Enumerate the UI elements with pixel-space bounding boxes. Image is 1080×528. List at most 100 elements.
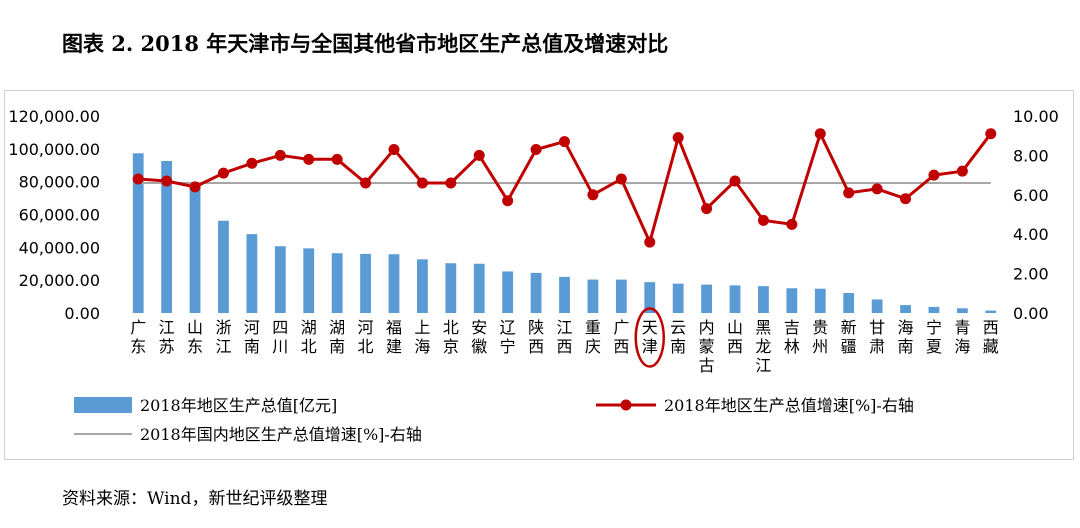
- bar: [559, 276, 570, 313]
- bar: [956, 308, 968, 313]
- line-point: [871, 183, 883, 195]
- category-labels: 广东江苏山东浙江河南四川湖北湖南河北福建上海北京安徽辽宁陕西江西重庆广西天津云南…: [130, 307, 999, 375]
- line-point: [132, 173, 144, 185]
- line-point: [331, 153, 343, 165]
- category-label: 云南: [670, 318, 686, 356]
- legend-line-marker: [620, 399, 632, 411]
- legend-ref-label: 2018年国内地区生产总值增速[%]-右轴: [140, 425, 422, 444]
- line-point: [729, 175, 741, 187]
- line-point: [502, 195, 514, 207]
- bar: [644, 282, 656, 313]
- category-label: 浙江: [215, 318, 231, 356]
- category-label: 江西: [556, 318, 572, 356]
- bar: [900, 305, 911, 313]
- bar: [132, 153, 144, 313]
- bar: [928, 306, 940, 313]
- category-label: 新疆: [841, 318, 857, 356]
- line-point: [672, 132, 684, 144]
- category-label: 湖南: [329, 318, 345, 356]
- legend: 2018年地区生产总值[亿元] 2018年地区生产总值增速[%]-右轴 2018年国…: [74, 396, 914, 444]
- bar: [445, 263, 457, 313]
- right-tick-label: 6.00: [1013, 186, 1049, 205]
- line-point: [473, 149, 485, 161]
- category-label: 山东: [187, 318, 203, 356]
- right-tick-label: 8.00: [1013, 146, 1049, 165]
- category-label: 安徽: [471, 318, 487, 356]
- bar: [303, 248, 315, 313]
- line-point: [587, 189, 599, 201]
- right-tick-label: 0.00: [1013, 304, 1049, 323]
- line-point: [445, 177, 457, 189]
- category-label: 黑龙江: [755, 318, 771, 375]
- category-label: 四川: [272, 318, 288, 356]
- category-label: 西藏: [983, 318, 999, 356]
- category-label: 河北: [358, 318, 374, 356]
- bar: [417, 259, 428, 313]
- line-point: [416, 177, 428, 189]
- category-label: 上海: [414, 318, 430, 356]
- line-point: [615, 173, 627, 185]
- category-label: 重庆: [585, 318, 601, 356]
- bar: [388, 254, 400, 313]
- bar: [786, 288, 798, 313]
- legend-bar-label: 2018年地区生产总值[亿元]: [140, 396, 337, 415]
- line-point: [274, 149, 286, 161]
- legend-line-label: 2018年地区生产总值增速[%]-右轴: [664, 396, 914, 415]
- line-point: [360, 177, 372, 189]
- left-tick-label: 120,000.00: [8, 107, 100, 126]
- left-tick-label: 100,000.00: [8, 140, 100, 159]
- line-point: [701, 203, 713, 215]
- line-point: [246, 157, 258, 169]
- bar: [814, 288, 826, 313]
- bar: [701, 284, 712, 313]
- category-label: 青海: [954, 318, 970, 356]
- source-note: 资料来源：Wind，新世纪评级整理: [62, 489, 328, 509]
- line-point: [928, 169, 940, 181]
- category-label: 宁夏: [926, 318, 942, 356]
- left-axis: 0.00 20,000.00 40,000.00 60,000.00 80,000.00…: [8, 107, 100, 323]
- category-label: 内蒙古: [699, 318, 715, 375]
- bar: [473, 263, 485, 313]
- bar: [246, 234, 258, 313]
- chart-frame: [4, 90, 1074, 460]
- category-label: 山西: [727, 318, 743, 356]
- category-label: 辽宁: [500, 318, 516, 356]
- line-point: [189, 181, 201, 193]
- category-label: 河南: [244, 318, 260, 356]
- highlight-ellipse: [634, 307, 666, 368]
- left-tick-label: 60,000.00: [19, 206, 100, 225]
- chart-title: 图表 2. 2018 年天津市与全国其他省市地区生产总值及增速对比: [62, 31, 669, 56]
- line-series: [132, 128, 997, 248]
- bar: [189, 187, 201, 313]
- bar: [530, 272, 542, 313]
- left-tick-label: 20,000.00: [19, 271, 100, 290]
- line-point: [900, 193, 912, 205]
- bar: [360, 253, 371, 313]
- bar: [843, 292, 855, 313]
- category-label: 海南: [898, 318, 914, 356]
- right-tick-label: 2.00: [1013, 265, 1049, 284]
- bar: [331, 253, 343, 313]
- growth-line: [138, 132, 992, 244]
- line-point: [786, 218, 798, 230]
- bar-series: [132, 153, 997, 313]
- category-label: 广东: [130, 318, 146, 356]
- category-label: 湖北: [301, 318, 317, 356]
- legend-bar-swatch: [74, 397, 132, 413]
- bar: [587, 279, 599, 313]
- line-point: [303, 153, 315, 165]
- category-label: 广西: [613, 318, 629, 356]
- line-point: [217, 167, 229, 179]
- bar: [161, 160, 173, 313]
- bar: [729, 285, 741, 313]
- category-label: 甘肃: [869, 318, 885, 356]
- line-point: [985, 128, 997, 140]
- bar: [758, 286, 769, 313]
- bar: [985, 310, 997, 313]
- line-point: [956, 165, 968, 177]
- bar: [871, 299, 883, 313]
- right-tick-label: 10.00: [1013, 107, 1059, 126]
- category-label: 福建: [386, 318, 402, 356]
- category-label: 江苏: [159, 318, 175, 356]
